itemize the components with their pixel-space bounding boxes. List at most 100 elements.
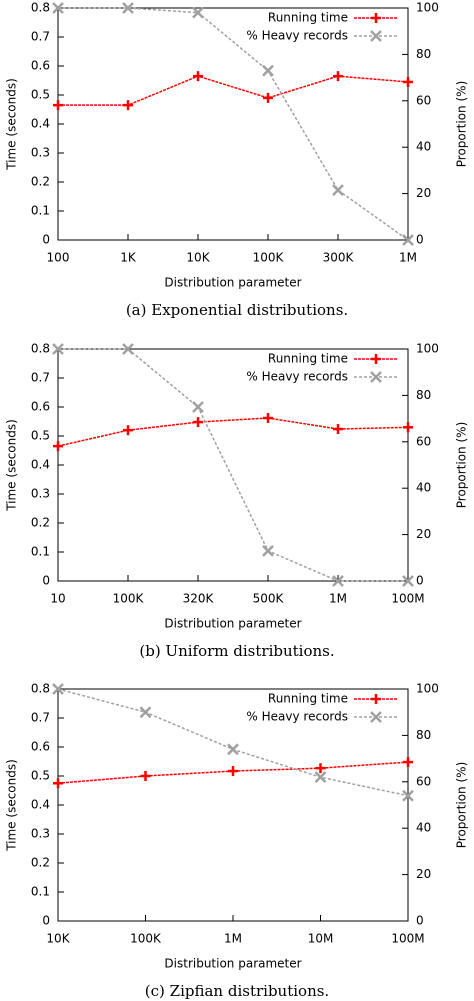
data-point <box>53 441 63 452</box>
y2-tick-label: 20 <box>416 527 431 541</box>
y-tick-label: 0.7 <box>31 711 50 725</box>
y-tick-label: 0.7 <box>31 371 50 385</box>
y-tick-label: 0.4 <box>31 798 50 812</box>
x-tick-label: 300K <box>323 251 355 265</box>
y2-tick-label: 100 <box>416 342 439 356</box>
x-tick-label: 10 <box>50 592 65 606</box>
y-tick-label: 0.3 <box>31 487 50 501</box>
marker-stroke <box>370 371 382 383</box>
series-line <box>57 761 409 784</box>
data-point <box>403 422 413 433</box>
x-tick-label: 1K <box>120 251 137 265</box>
data-point <box>227 743 239 756</box>
series-line <box>58 7 409 241</box>
x-tick-label: 10K <box>46 932 70 946</box>
marker-stroke <box>370 30 382 42</box>
data-point <box>333 424 343 435</box>
y2-tick-label: 40 <box>416 821 431 835</box>
x-tick-label: 1M <box>224 932 242 946</box>
x-tick-label: 100K <box>130 932 162 946</box>
caption: (a) Exponential distributions. <box>126 301 348 319</box>
y-tick-label: 0 <box>42 574 50 588</box>
plot-frame <box>57 688 409 922</box>
x-tick-label: 100K <box>253 251 285 265</box>
x-tick-label: 320K <box>183 592 215 606</box>
data-point <box>314 771 327 784</box>
y-tick-label: 0.6 <box>31 400 50 414</box>
x-tick-label: 100K <box>113 592 145 606</box>
data-point <box>403 757 413 768</box>
x-axis-label: Distribution parameter <box>164 276 301 290</box>
y2-tick-label: 60 <box>416 93 431 107</box>
y-tick-label: 0.2 <box>31 175 50 189</box>
data-point <box>402 789 414 802</box>
data-point <box>140 771 151 781</box>
y-tick-label: 0.1 <box>31 204 50 218</box>
y-tick-label: 0.1 <box>31 885 50 899</box>
y-axis-label: Time (seconds) <box>5 759 19 852</box>
data-point <box>53 778 63 789</box>
y2-tick-label: 40 <box>416 481 431 495</box>
marker-stroke <box>370 711 382 723</box>
series-line <box>57 417 409 447</box>
y2-tick-label: 20 <box>416 186 431 200</box>
legend-marker <box>371 13 381 23</box>
legend-marker <box>370 30 382 42</box>
data-point <box>192 401 204 413</box>
caption: (c) Zipfian distributions. <box>145 982 329 1000</box>
y-tick-label: 0.5 <box>31 88 50 102</box>
x-tick-label: 500K <box>253 592 285 606</box>
y-tick-label: 0.2 <box>31 516 50 530</box>
data-point <box>122 343 134 355</box>
y-tick-label: 0.8 <box>31 682 50 696</box>
legend-label: % Heavy records <box>246 370 348 384</box>
plot-frame <box>57 348 409 582</box>
data-point <box>333 71 343 82</box>
y-tick-label: 0.8 <box>31 1 50 15</box>
marker-stroke <box>122 2 134 14</box>
data-point <box>263 413 273 424</box>
x-axis-label: Distribution parameter <box>164 957 301 971</box>
legend-marker <box>370 371 382 383</box>
caption: (b) Uniform distributions. <box>139 642 334 660</box>
data-point <box>315 763 326 774</box>
data-point <box>262 64 274 77</box>
legend-label: Running time <box>268 11 348 25</box>
x-tick-label: 1M <box>329 592 347 606</box>
legend-label: % Heavy records <box>246 710 348 724</box>
y-tick-label: 0.5 <box>31 429 50 443</box>
y2-tick-label: 100 <box>416 1 439 15</box>
data-point <box>192 6 204 19</box>
y-tick-label: 0.6 <box>31 59 50 73</box>
marker-stroke <box>52 343 64 355</box>
marker-stroke <box>122 343 134 355</box>
data-point <box>122 2 134 14</box>
marker-stroke <box>192 6 204 19</box>
marker-stroke <box>139 706 152 719</box>
marker-stroke <box>52 2 64 14</box>
marker-stroke <box>402 234 414 246</box>
x-tick-label: 10K <box>186 251 210 265</box>
marker-stroke <box>262 544 274 557</box>
y2-tick-label: 40 <box>416 140 431 154</box>
data-point <box>402 575 414 587</box>
y2-tick-label: 20 <box>416 867 431 881</box>
legend-label: Running time <box>268 692 348 706</box>
data-point <box>53 100 63 111</box>
marker-stroke <box>402 575 414 587</box>
marker-stroke <box>332 575 344 587</box>
y2-axis-label: Proportion (%) <box>455 422 469 509</box>
y-tick-label: 0.3 <box>31 827 50 841</box>
y2-tick-label: 60 <box>416 774 431 788</box>
data-point <box>52 2 64 14</box>
y2-tick-label: 60 <box>416 434 431 448</box>
series-line <box>58 75 409 106</box>
y2-axis-label: Proportion (%) <box>455 762 469 849</box>
y2-tick-label: 80 <box>416 47 431 61</box>
y-tick-label: 0.6 <box>31 740 50 754</box>
legend-marker <box>371 354 381 364</box>
data-point <box>52 683 64 695</box>
marker-stroke <box>52 683 64 695</box>
y-tick-label: 0.4 <box>31 117 50 131</box>
